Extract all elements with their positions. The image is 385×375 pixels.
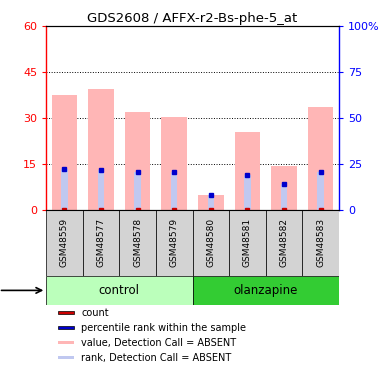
Text: control: control <box>99 284 140 297</box>
Bar <box>58 341 74 344</box>
Bar <box>302 210 339 276</box>
Text: olanzapine: olanzapine <box>233 284 298 297</box>
Bar <box>119 210 156 276</box>
Text: GSM48581: GSM48581 <box>243 218 252 267</box>
Text: value, Detection Call = ABSENT: value, Detection Call = ABSENT <box>81 338 236 348</box>
Bar <box>229 210 266 276</box>
Text: count: count <box>81 308 109 318</box>
Text: GSM48578: GSM48578 <box>133 218 142 267</box>
Bar <box>192 276 339 305</box>
Bar <box>83 210 119 276</box>
Bar <box>198 195 224 210</box>
Text: GSM48577: GSM48577 <box>97 218 105 267</box>
Text: GSM48583: GSM48583 <box>316 218 325 267</box>
Bar <box>317 172 324 210</box>
Bar <box>125 112 151 210</box>
Title: GDS2608 / AFFX-r2-Bs-phe-5_at: GDS2608 / AFFX-r2-Bs-phe-5_at <box>87 12 298 25</box>
Text: GSM48579: GSM48579 <box>170 218 179 267</box>
Bar <box>244 175 251 210</box>
Bar <box>98 170 104 210</box>
Bar <box>208 195 214 210</box>
Bar <box>61 169 68 210</box>
Bar <box>171 172 177 210</box>
Bar <box>46 276 192 305</box>
Bar <box>281 184 287 210</box>
Bar <box>156 210 192 276</box>
Bar <box>134 172 141 210</box>
Text: GSM48559: GSM48559 <box>60 218 69 267</box>
Bar <box>58 326 74 329</box>
Text: GSM48580: GSM48580 <box>206 218 215 267</box>
Bar <box>234 132 260 210</box>
Text: GSM48582: GSM48582 <box>280 218 288 267</box>
Text: percentile rank within the sample: percentile rank within the sample <box>81 322 246 333</box>
Bar <box>192 210 229 276</box>
Bar <box>88 89 114 210</box>
Bar <box>161 117 187 210</box>
Bar <box>52 95 77 210</box>
Bar <box>58 311 74 314</box>
Text: rank, Detection Call = ABSENT: rank, Detection Call = ABSENT <box>81 352 231 363</box>
Bar <box>266 210 302 276</box>
Bar <box>271 166 297 210</box>
Bar <box>46 210 83 276</box>
Bar <box>308 107 333 210</box>
Bar <box>58 356 74 359</box>
